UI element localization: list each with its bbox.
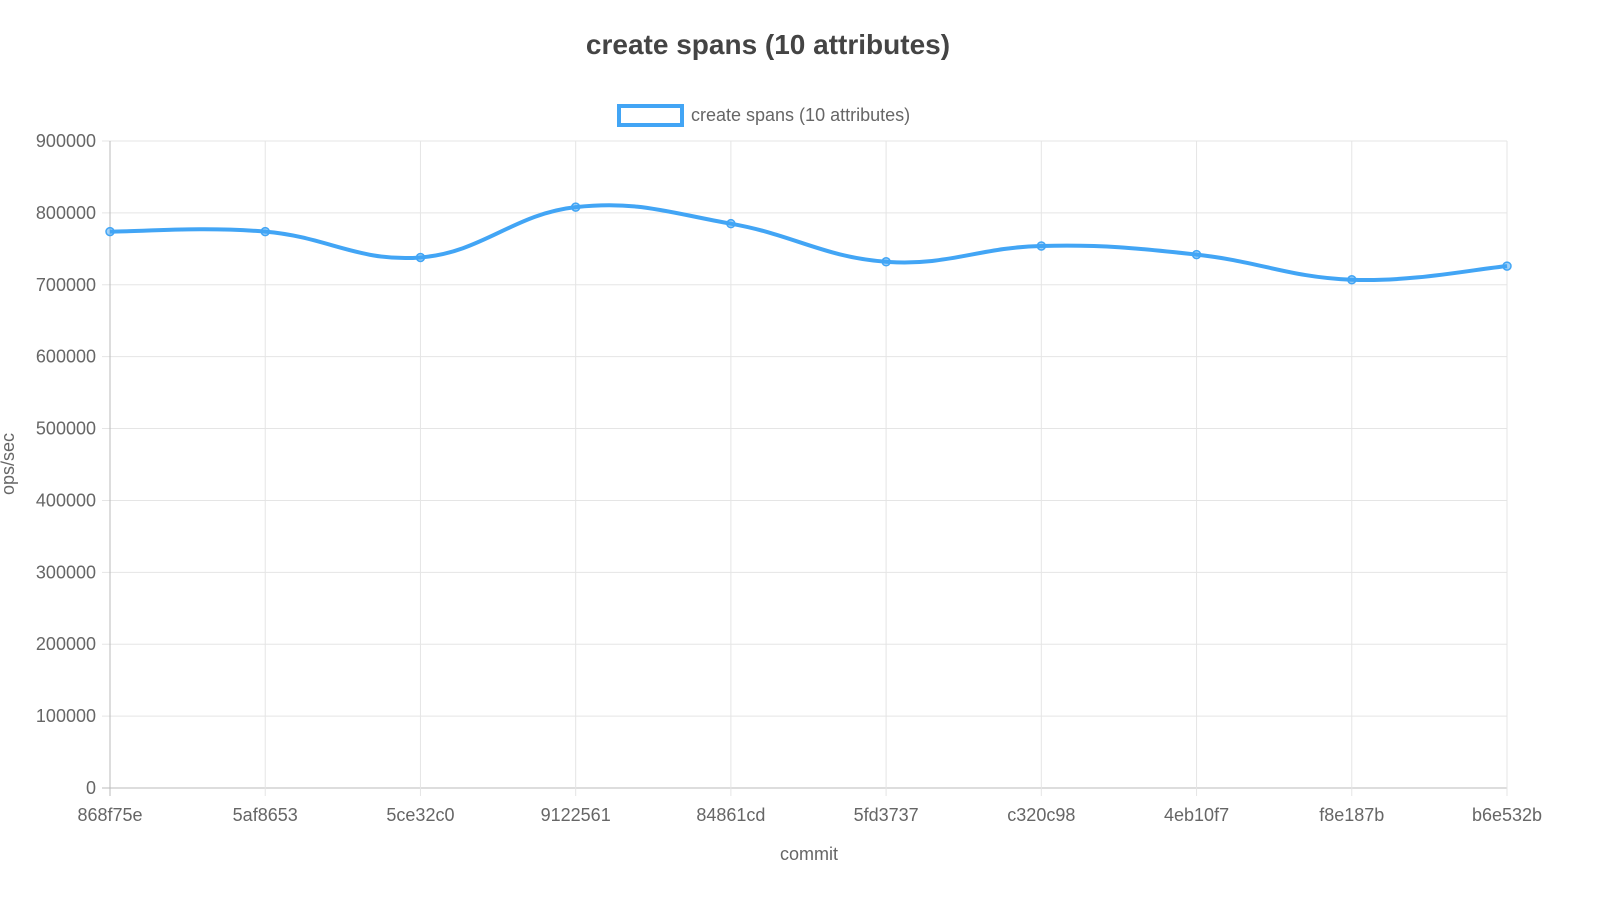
series-line — [109, 203, 1508, 283]
x-tick-label: 868f75e — [77, 805, 142, 825]
y-tick-label: 400000 — [36, 490, 96, 510]
data-point — [881, 257, 891, 267]
data-point — [1191, 249, 1202, 260]
y-tick-label: 900000 — [36, 131, 96, 151]
data-point — [1036, 241, 1047, 251]
x-tick-label: 5af8653 — [233, 805, 298, 825]
y-tick-label: 0 — [86, 778, 96, 798]
x-tick-label: 84861cd — [696, 805, 765, 825]
y-axis-label: ops/sec — [0, 433, 18, 495]
x-tick-label: f8e187b — [1319, 805, 1384, 825]
legend-label: create spans (10 attributes) — [691, 105, 910, 125]
chart-title: create spans (10 attributes) — [586, 29, 950, 60]
x-tick-label: 9122561 — [541, 805, 611, 825]
y-tick-label: 200000 — [36, 634, 96, 654]
y-tick-label: 100000 — [36, 706, 96, 726]
y-tick-label: 800000 — [36, 203, 96, 223]
y-tick-label: 600000 — [36, 347, 96, 367]
y-tick-label: 700000 — [36, 275, 96, 295]
data-point — [726, 218, 736, 229]
data-points — [105, 202, 1512, 285]
data-point — [260, 226, 270, 237]
data-point — [105, 226, 115, 237]
y-tick-label: 300000 — [36, 562, 96, 582]
x-tick-label: b6e532b — [1472, 805, 1542, 825]
data-point — [1347, 274, 1357, 285]
legend[interactable]: create spans (10 attributes) — [617, 104, 910, 127]
x-tick-label: c320c98 — [1007, 805, 1075, 825]
legend-swatch — [617, 104, 684, 127]
x-axis-label: commit — [780, 844, 838, 864]
data-point — [570, 202, 581, 212]
y-tick-label: 500000 — [36, 419, 96, 439]
data-point — [415, 252, 426, 263]
x-tick-label: 5fd3737 — [854, 805, 919, 825]
data-point — [1502, 261, 1512, 271]
x-tick-label: 5ce32c0 — [386, 805, 454, 825]
axes: 0 100000 200000 300000 400000 500000 600000 700… — [36, 131, 1542, 825]
x-tick-label: 4eb10f7 — [1164, 805, 1229, 825]
grid — [102, 140, 1508, 796]
